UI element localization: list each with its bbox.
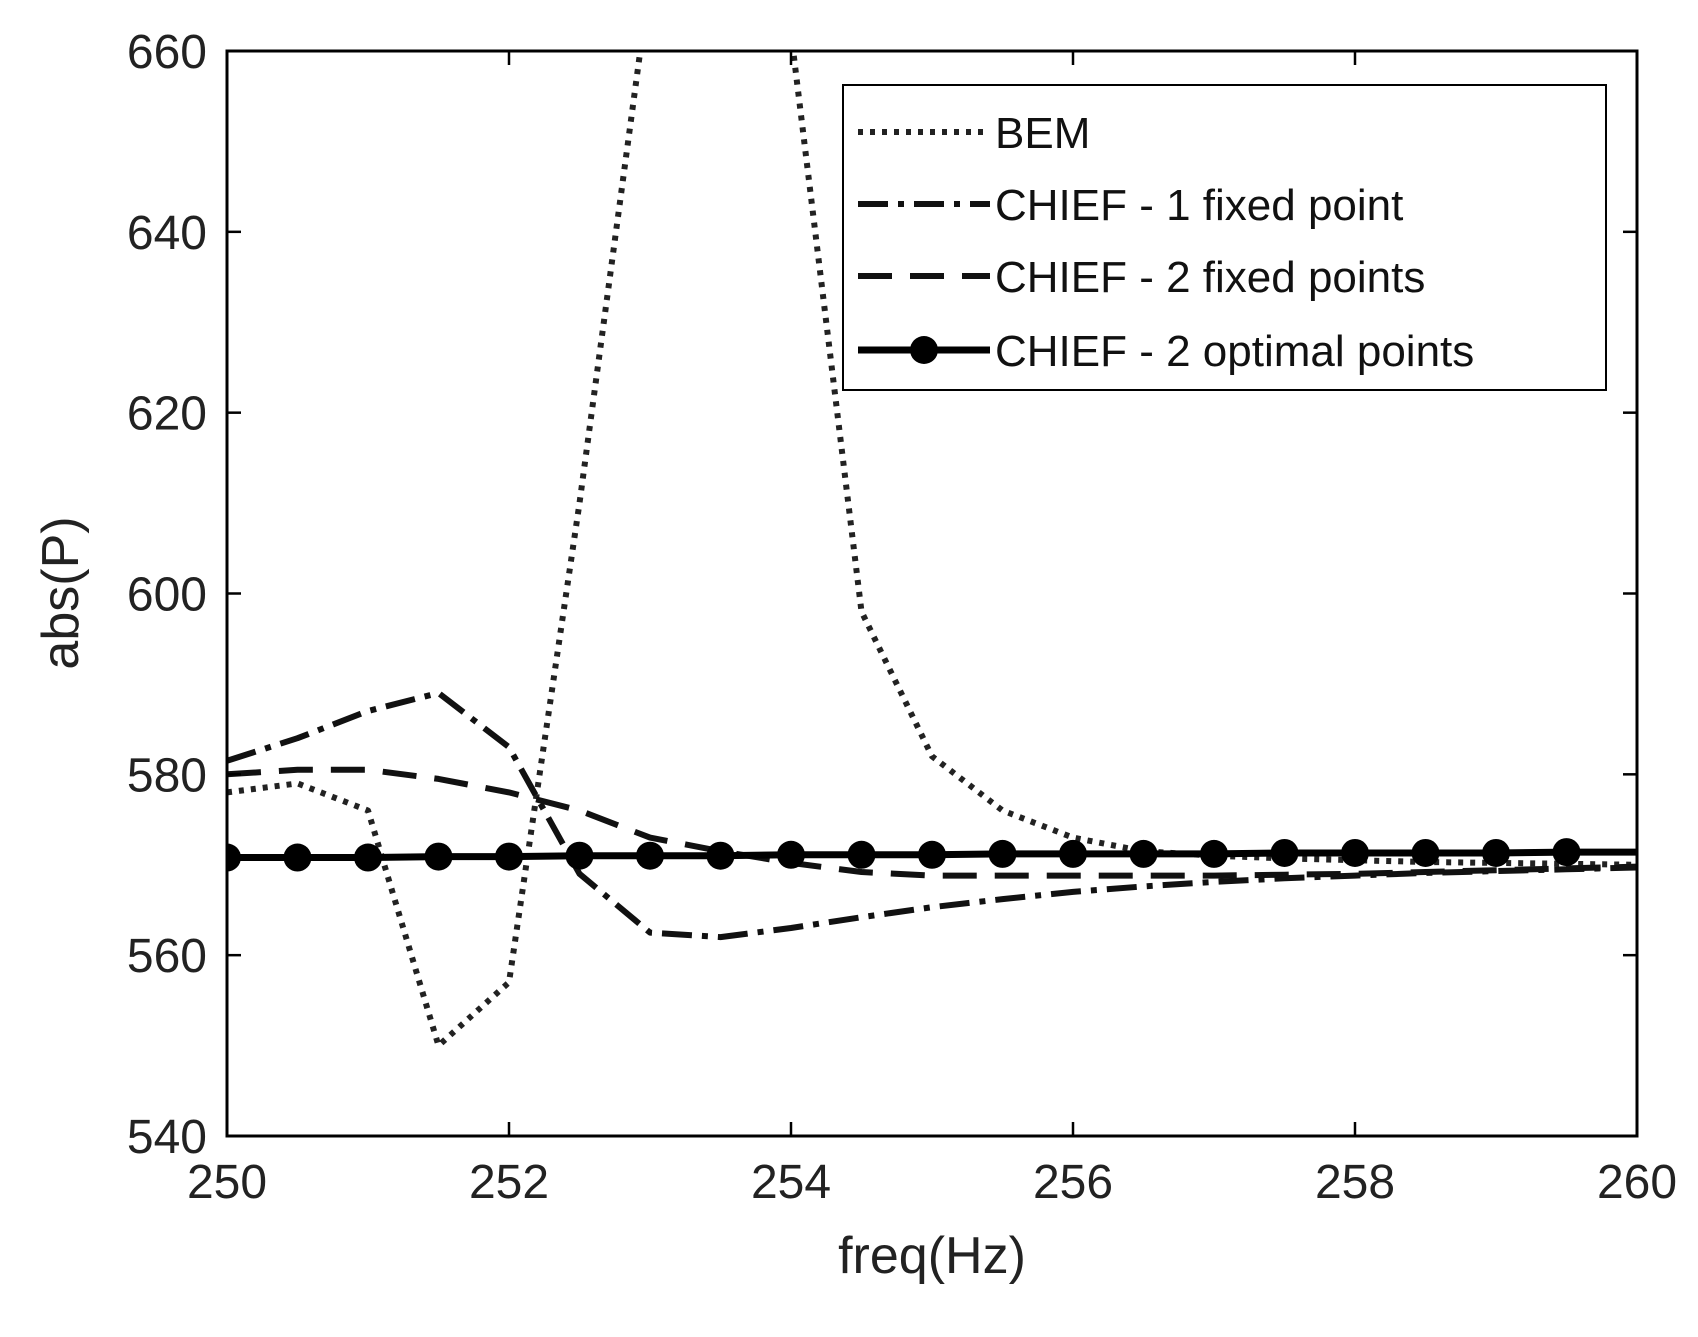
- data-point-marker: [706, 841, 735, 870]
- data-point-marker: [1552, 838, 1581, 867]
- legend-box: [842, 84, 1607, 391]
- x-tick-label: 258: [1315, 1156, 1395, 1209]
- y-tick-label: 640: [127, 207, 207, 260]
- data-point-marker: [1482, 838, 1510, 867]
- data-point-marker: [847, 840, 876, 869]
- x-tick-label: 250: [187, 1156, 267, 1209]
- y-tick-label: 560: [127, 930, 207, 983]
- legend-label-chief-2-optimal-points: CHIEF - 2 optimal points: [995, 327, 1474, 376]
- series-layer: [227, 51, 1637, 1049]
- x-tick-label: 256: [1033, 1156, 1113, 1209]
- x-tick-label: 254: [751, 1156, 831, 1209]
- data-point-marker: [777, 840, 805, 869]
- series-line-chief-2-fixed-points: [227, 766, 1637, 879]
- series-line-bem: [227, 51, 1637, 1049]
- y-tick-label: 660: [127, 26, 207, 79]
- data-point-marker: [1411, 838, 1440, 867]
- data-point-marker: [227, 843, 241, 872]
- y-tick-label: 580: [127, 749, 207, 802]
- x-tick-label: 260: [1597, 1156, 1677, 1209]
- data-point-marker: [918, 840, 946, 869]
- data-point-marker: [283, 843, 312, 872]
- data-point-marker: [354, 843, 382, 872]
- legend-marker: [910, 336, 938, 364]
- y-tick-label: 620: [127, 388, 207, 441]
- data-point-marker: [565, 841, 594, 870]
- legend-label-chief-1-fixed-point: CHIEF - 1 fixed point: [995, 181, 1403, 230]
- data-point-marker: [495, 842, 523, 871]
- data-point-marker: [1200, 839, 1228, 868]
- y-tick-label: 540: [127, 1111, 207, 1164]
- legend-label-bem: BEM: [995, 109, 1090, 158]
- series-line-chief-1-fixed-point: [227, 690, 1637, 941]
- legend: BEM CHIEF - 1 fixed point CHIEF - 2 fixed …: [842, 84, 1607, 391]
- data-point-marker: [636, 841, 664, 870]
- data-point-marker: [424, 842, 453, 871]
- data-point-marker: [988, 839, 1017, 868]
- data-point-marker: [1341, 838, 1369, 867]
- data-point-marker: [1059, 839, 1087, 868]
- y-axis-title: abs(P): [32, 516, 90, 669]
- axis-layer: 250 252 254 256 258 260 540 560 580 600 620 640 660: [127, 26, 1677, 1209]
- y-tick-label: 600: [127, 569, 207, 622]
- data-point-marker: [1270, 838, 1299, 867]
- x-tick-label: 252: [469, 1156, 549, 1209]
- legend-label-chief-2-fixed-points: CHIEF - 2 fixed points: [995, 253, 1425, 302]
- data-point-marker: [1129, 839, 1158, 868]
- x-axis-title: freq(Hz): [838, 1227, 1026, 1285]
